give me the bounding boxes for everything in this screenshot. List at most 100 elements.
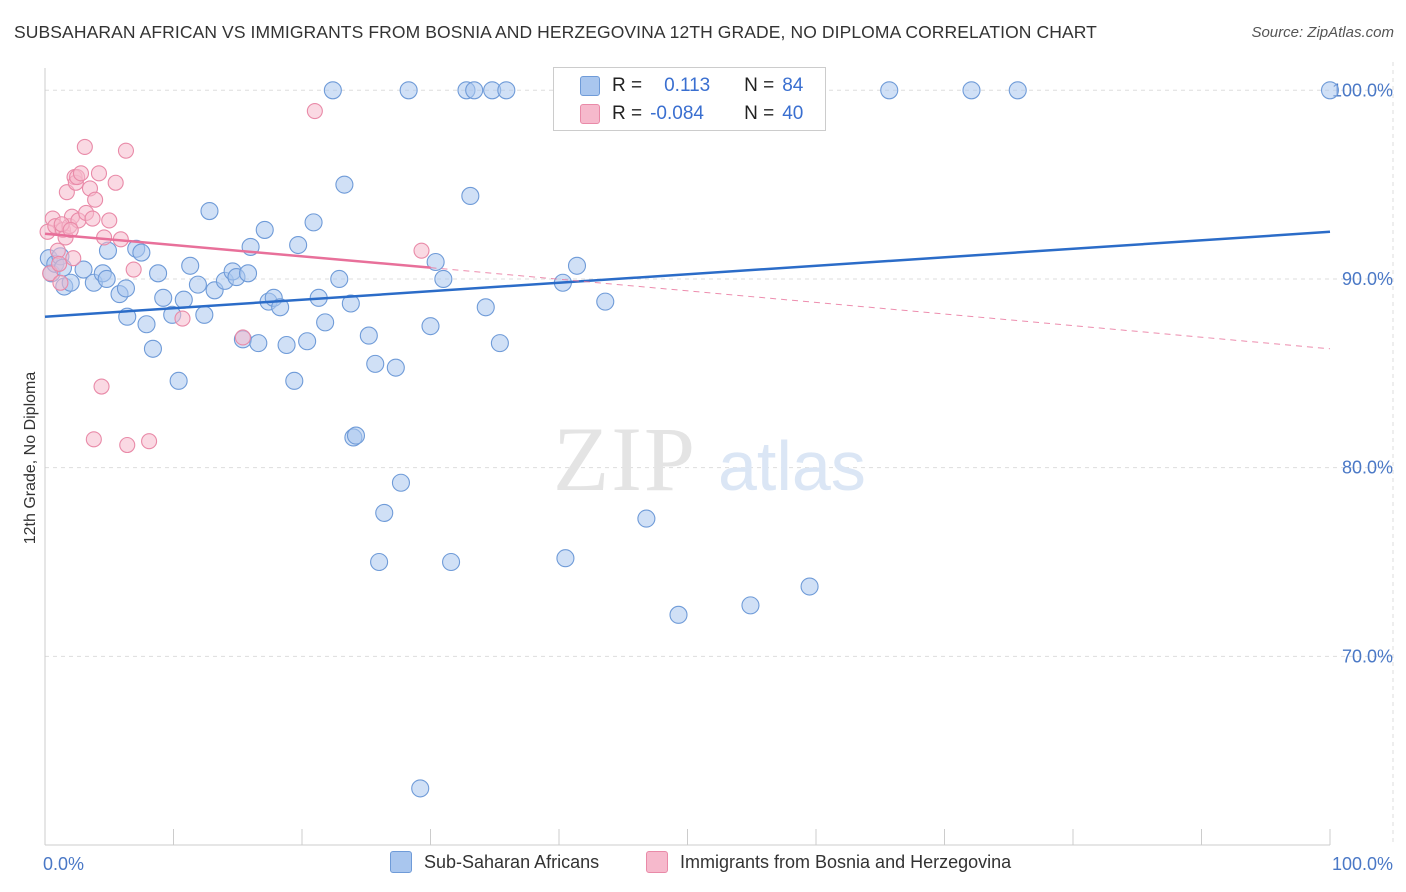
- point-sub-saharan: [285, 371, 304, 390]
- point-sub-saharan: [249, 334, 268, 353]
- point-sub-saharan: [399, 81, 418, 100]
- point-sub-saharan: [181, 256, 200, 275]
- axes: [44, 68, 1331, 846]
- point-sub-saharan: [149, 264, 168, 283]
- point-sub-saharan: [74, 260, 93, 279]
- point-sub-saharan: [461, 186, 480, 206]
- series-bosnia-points: [39, 103, 430, 454]
- correlation-legend: R = 0.113 N = 84 R = -0.084 N = 40: [553, 67, 826, 131]
- point-sub-saharan: [370, 552, 389, 572]
- point-bosnia: [107, 174, 124, 191]
- legend-row-blue: R = 0.113 N = 84: [554, 72, 803, 100]
- point-sub-saharan: [880, 81, 899, 100]
- point-sub-saharan: [497, 81, 516, 100]
- legend-label-sub-saharan: Sub-Saharan Africans: [424, 851, 600, 872]
- point-sub-saharan: [346, 426, 366, 445]
- point-sub-saharan: [304, 213, 323, 232]
- y-tick-label: 90.0%: [1342, 269, 1393, 289]
- chart-source: Source: ZipAtlas.com: [1251, 24, 1394, 41]
- legend-n-label: N =: [744, 75, 775, 96]
- point-sub-saharan: [195, 305, 214, 324]
- legend-r-value: 0.113: [664, 75, 711, 96]
- point-sub-saharan: [132, 243, 151, 262]
- legend-item-bosnia: Immigrants from Bosnia and Herzegovina: [646, 851, 1011, 873]
- point-bosnia: [117, 142, 135, 159]
- y-tick-label: 70.0%: [1342, 646, 1393, 666]
- point-sub-saharan: [137, 315, 156, 334]
- point-bosnia: [49, 242, 66, 259]
- point-sub-saharan: [386, 358, 405, 377]
- point-bosnia: [87, 191, 104, 208]
- point-sub-saharan: [421, 317, 440, 336]
- point-bosnia: [119, 436, 136, 454]
- point-sub-saharan: [289, 235, 308, 255]
- point-bosnia: [413, 242, 430, 259]
- point-sub-saharan: [669, 605, 688, 624]
- y-tick-label: 80.0%: [1342, 458, 1393, 478]
- legend-swatch-sub-saharan: [390, 851, 412, 873]
- point-bosnia: [306, 103, 323, 120]
- watermark-atlas: atlas: [718, 427, 866, 505]
- legend-n-value: 40: [782, 103, 804, 124]
- watermark: ZIP atlas: [553, 408, 866, 510]
- point-sub-saharan: [490, 334, 509, 353]
- point-bosnia: [62, 221, 79, 238]
- point-sub-saharan: [298, 332, 317, 351]
- point-sub-saharan: [741, 596, 760, 615]
- point-sub-saharan: [277, 335, 296, 355]
- point-sub-saharan: [97, 269, 116, 289]
- legend-r-label: R =: [612, 75, 643, 96]
- point-bosnia: [93, 378, 110, 395]
- series-legend: Sub-Saharan Africans Immigrants from Bos…: [0, 851, 1406, 879]
- point-bosnia: [125, 261, 142, 278]
- chart-title: SUBSAHARAN AFRICAN VS IMMIGRANTS FROM BO…: [14, 22, 1097, 42]
- watermark-zip: ZIP: [553, 408, 697, 510]
- legend-r-value: -0.084: [650, 103, 704, 124]
- point-sub-saharan: [637, 509, 656, 528]
- legend-n-value: 84: [782, 75, 804, 96]
- legend-label-bosnia: Immigrants from Bosnia and Herzegovina: [680, 851, 1012, 872]
- y-tick-label: 100.0%: [1332, 80, 1393, 100]
- point-sub-saharan: [465, 81, 484, 100]
- tick-labels: 100.0% 90.0% 80.0% 70.0% 0.0% 100.0%: [43, 80, 1393, 874]
- point-sub-saharan: [316, 313, 335, 332]
- point-bosnia: [84, 210, 101, 227]
- point-bosnia: [51, 255, 68, 272]
- point-sub-saharan: [238, 264, 258, 283]
- point-sub-saharan: [116, 279, 136, 298]
- point-bosnia: [85, 431, 102, 448]
- point-sub-saharan: [271, 298, 290, 317]
- trend-line-bosnia-extension: [430, 267, 1331, 350]
- point-bosnia: [174, 310, 191, 327]
- point-sub-saharan: [426, 252, 445, 272]
- point-bosnia: [101, 212, 118, 229]
- point-sub-saharan: [556, 549, 575, 568]
- point-sub-saharan: [442, 552, 461, 572]
- point-sub-saharan: [366, 354, 385, 373]
- point-sub-saharan: [335, 175, 354, 194]
- point-bosnia: [72, 165, 90, 182]
- trend-lines: [44, 230, 1331, 350]
- point-sub-saharan: [434, 269, 453, 289]
- point-sub-saharan: [174, 290, 193, 309]
- point-bosnia: [76, 138, 93, 155]
- point-sub-saharan: [411, 779, 430, 798]
- legend-swatch-bosnia: [646, 851, 668, 873]
- point-sub-saharan: [1320, 81, 1340, 100]
- point-sub-saharan: [391, 473, 410, 492]
- point-sub-saharan: [375, 503, 394, 522]
- point-bosnia: [90, 165, 108, 182]
- point-sub-saharan: [1008, 81, 1027, 100]
- legend-item-sub-saharan: Sub-Saharan Africans: [390, 851, 599, 873]
- point-sub-saharan: [962, 81, 981, 100]
- x-tick-label: 100.0%: [1332, 854, 1393, 874]
- point-sub-saharan: [188, 275, 207, 294]
- point-sub-saharan: [169, 371, 188, 390]
- legend-r-label: R =: [612, 103, 643, 124]
- point-sub-saharan: [341, 294, 360, 313]
- point-sub-saharan: [323, 81, 342, 100]
- point-sub-saharan: [330, 269, 349, 289]
- point-sub-saharan: [596, 292, 615, 311]
- point-sub-saharan: [567, 256, 587, 275]
